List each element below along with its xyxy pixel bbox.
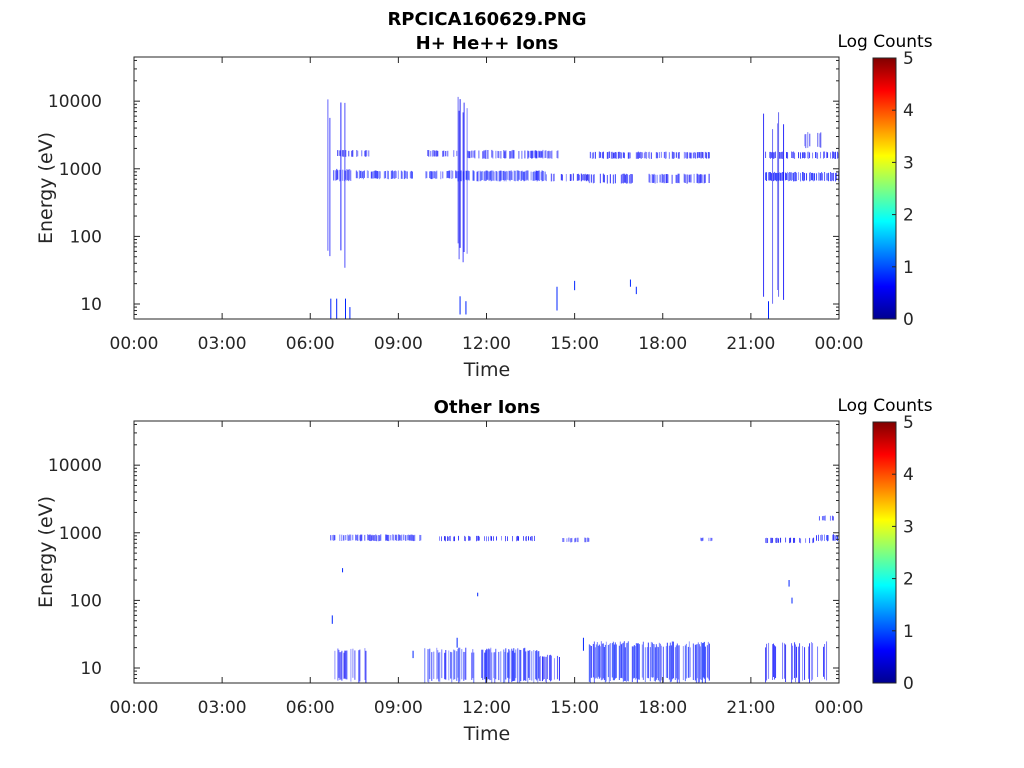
figure-suptitle: RPCICA160629.PNG [387,9,586,30]
x-tick-label: 00:00 [110,698,159,718]
spectrogram-band [333,168,352,182]
y-tick-label: 1000 [59,524,102,544]
panel-h-he-ions: RPCICA160629.PNG H+ He++ Ions 1010010001… [35,9,933,381]
x-tick-label: 18:00 [638,698,687,718]
colorbar-tick-label: 3 [903,517,914,537]
x-tick-label: 15:00 [550,698,599,718]
y-axis-ticks: 10 100 1000 10000 [48,423,839,684]
spectrogram-band [424,647,540,683]
spectrogram-band [700,537,713,542]
spectrogram-band [330,534,422,542]
colorbar: Log Counts 0 1 2 3 4 5 [837,32,932,330]
spectrogram-band [816,534,838,542]
spectrogram-band [588,173,633,184]
x-tick-label: 06:00 [286,334,335,354]
spectrogram-band [545,173,589,182]
y-axis-ticks: 10 100 1000 10000 [48,59,839,320]
y-tick-label: 1000 [59,160,102,180]
y-tick-label: 100 [70,591,102,611]
colorbar-ticks: 0 1 2 3 4 5 [892,49,914,330]
x-tick-label: 21:00 [726,698,775,718]
spectrogram-band [427,150,458,157]
colorbar-tick-label: 1 [903,622,914,642]
spectrogram-band [765,171,840,182]
y-tick-label: 10000 [48,456,102,476]
x-tick-label: 21:00 [726,334,775,354]
x-tick-label: 09:00 [374,698,423,718]
x-tick-label: 12:00 [462,698,511,718]
spectrogram-band [457,170,546,182]
colorbar-label: Log Counts [837,396,932,416]
y-tick-label: 10 [80,295,102,315]
colorbar-tick-label: 1 [903,258,914,278]
plot-frame [133,420,840,684]
x-tick-label: 09:00 [374,334,423,354]
spectrogram-band [538,654,560,683]
x-tick-label: 03:00 [198,698,247,718]
y-tick-label: 10000 [48,92,102,112]
spectrogram-band [765,151,840,159]
spectrogram-band [765,537,815,544]
plot-frame [133,56,840,320]
y-axis-label: Energy (eV) [35,496,57,608]
spectrogram-band [327,99,346,268]
colorbar-tick-label: 5 [903,413,914,433]
spectrogram-band [763,112,785,304]
x-axis-label: Time [463,359,511,381]
colorbar-gradient [872,421,897,684]
spectrogram-band [467,149,559,159]
y-axis-label: Energy (eV) [35,132,57,244]
spectrogram-band [765,641,828,683]
x-tick-label: 12:00 [462,334,511,354]
panel-title: Other Ions [434,397,541,418]
x-tick-label: 00:00 [815,334,864,354]
spectrogram-plot: 10 100 1000 10000 00:00 03:00 06:00 09:00 12:00… [48,420,864,718]
colorbar-tick-label: 0 [903,310,914,330]
spectrogram-plot: 10 100 1000 10000 00:00 03:00 06:00 09:00 12:00… [48,56,864,354]
x-tick-label: 18:00 [638,334,687,354]
colorbar-gradient [872,57,897,320]
x-tick-label: 06:00 [286,698,335,718]
x-tick-label: 15:00 [550,334,599,354]
colorbar-tick-label: 2 [903,206,914,226]
x-axis-label: Time [463,723,511,745]
colorbar: Log Counts 0 1 2 3 4 5 [837,396,932,694]
spectrogram-band [439,535,535,542]
colorbar-tick-label: 2 [903,570,914,590]
colorbar-label: Log Counts [837,32,932,52]
spectrogram-band [635,151,710,159]
panel-title: H+ He++ Ions [416,33,559,54]
colorbar-tick-label: 5 [903,49,914,69]
colorbar-tick-label: 3 [903,153,914,173]
x-axis-ticks: 00:00 03:00 06:00 09:00 12:00 15:00 18:00 21:00… [110,57,864,354]
spectrogram-band [334,648,367,683]
spectrogram-band [588,641,710,683]
colorbar-tick-label: 4 [903,101,914,121]
spectrogram-band [818,515,834,521]
colorbar-ticks: 0 1 2 3 4 5 [892,413,914,694]
y-tick-label: 10 [80,659,102,679]
spectrogram-marks [327,96,840,319]
spectrogram-band [804,132,822,149]
colorbar-tick-label: 4 [903,465,914,485]
spectrogram-marks [330,515,838,683]
spectrogram-band [562,537,590,543]
spectrogram-band [425,170,458,180]
x-tick-label: 00:00 [110,334,159,354]
spectrogram-band [589,151,631,159]
y-tick-label: 100 [70,227,102,247]
spectrogram-band [337,150,370,157]
colorbar-tick-label: 0 [903,674,914,694]
x-tick-label: 03:00 [198,334,247,354]
spectrogram-band [355,170,413,180]
spectrogram-band [648,173,710,184]
x-axis-ticks: 00:00 03:00 06:00 09:00 12:00 15:00 18:00 21:00… [110,421,864,718]
x-tick-label: 00:00 [815,698,864,718]
